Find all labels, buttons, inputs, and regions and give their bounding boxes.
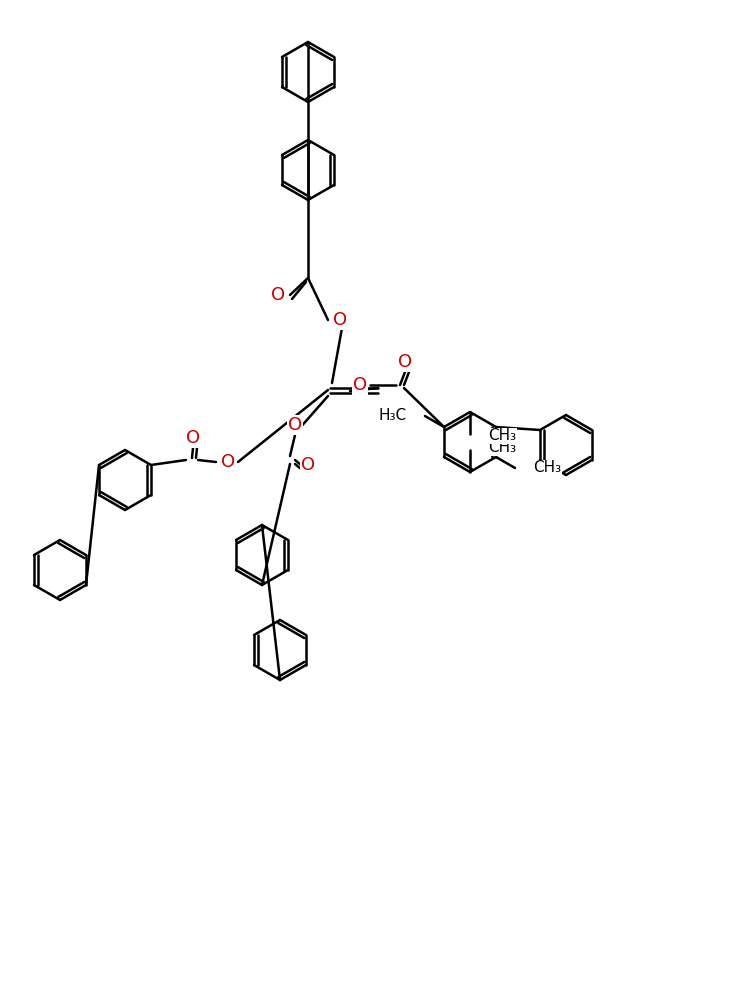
Text: CH₃: CH₃ <box>488 429 516 443</box>
Text: O: O <box>353 376 367 394</box>
Text: O: O <box>271 286 285 304</box>
Text: O: O <box>288 416 302 434</box>
Text: O: O <box>333 311 347 329</box>
Text: O: O <box>398 353 412 371</box>
Text: O: O <box>221 453 235 471</box>
Text: O: O <box>301 456 315 474</box>
Text: H₃C: H₃C <box>379 409 407 424</box>
Text: CH₃: CH₃ <box>488 440 516 455</box>
Text: O: O <box>186 429 200 447</box>
Text: CH₃: CH₃ <box>533 460 562 475</box>
